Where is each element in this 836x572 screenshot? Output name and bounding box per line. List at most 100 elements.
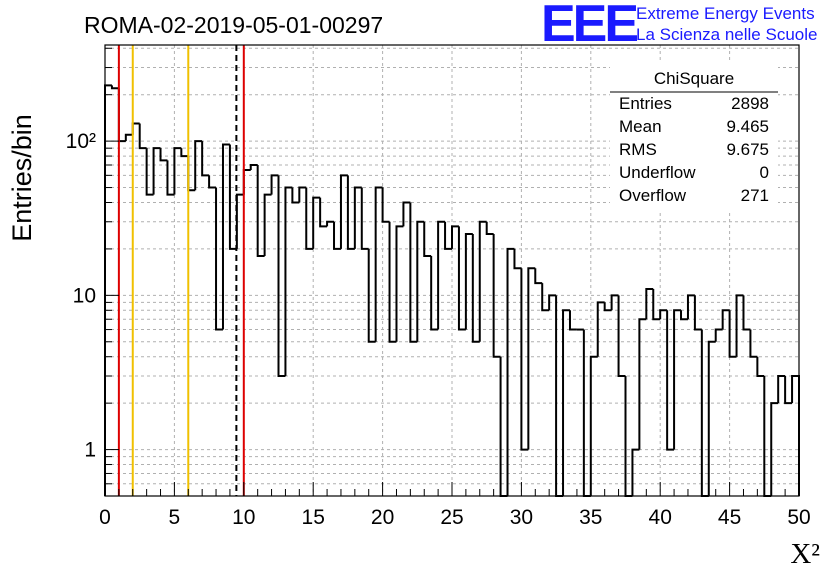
reference-lines (117, 45, 245, 496)
histogram-bin (298, 186, 307, 203)
histogram-bin (249, 164, 258, 170)
histogram-bin (464, 232, 473, 330)
x-tick-label: 50 (787, 506, 810, 529)
histogram-bin (451, 225, 459, 249)
x-tick-label: 35 (579, 506, 602, 529)
histogram-bin (659, 309, 668, 320)
histogram-bin (707, 340, 716, 496)
x-tick-label: 40 (649, 506, 672, 529)
y-tick-label: 1 (84, 439, 96, 462)
stats-label-overflow: Overflow (619, 186, 687, 205)
x-tick-label: 30 (510, 506, 533, 529)
histogram-bin (339, 174, 348, 249)
histogram-bin (770, 402, 779, 496)
histogram-bin (104, 84, 112, 496)
histogram-bin (728, 310, 737, 358)
histogram-bin (610, 294, 619, 311)
histogram-bin (312, 196, 321, 249)
histogram-bin (395, 225, 404, 342)
histogram-bin (742, 295, 751, 331)
histogram-bin (499, 356, 508, 497)
histogram-bin (367, 248, 376, 343)
histogram-bin (568, 310, 577, 331)
histogram-bin (409, 202, 418, 343)
histogram-bin (333, 221, 341, 250)
histogram-bin (700, 329, 709, 497)
histogram-bin (777, 374, 786, 404)
histogram-bin (194, 140, 203, 191)
histogram-bin (548, 294, 557, 311)
histogram-bin (520, 268, 529, 451)
histogram-bin (714, 328, 723, 342)
histogram-bin (624, 375, 633, 497)
histogram-bin (555, 295, 564, 497)
histogram-bin (402, 201, 411, 227)
histogram-bin (353, 186, 362, 249)
histogram-bin (263, 193, 272, 256)
y-axis-title: Entries/bin (7, 114, 37, 242)
stats-label-rms: RMS (619, 140, 657, 159)
stats-label-underflow: Underflow (619, 163, 696, 182)
histogram-bin (506, 247, 515, 496)
histogram-bin (173, 147, 182, 195)
histogram-bin (749, 329, 758, 358)
histogram-bin (215, 187, 223, 331)
histogram-bin (152, 147, 161, 195)
x-tick-label: 5 (169, 506, 181, 529)
logo-line-2: La Scienza nelle Scuole (636, 25, 817, 44)
axis-ticks (104, 47, 800, 496)
stats-box: ChiSquare Entries 2898 Mean 9.465 RMS 9.… (610, 62, 778, 212)
histogram-bin (117, 88, 126, 143)
y-tick-label: 10² (66, 130, 96, 153)
histogram-bin (492, 233, 501, 358)
histogram-bin (277, 175, 286, 377)
histogram-bin (221, 143, 230, 330)
histogram-bin (784, 375, 793, 405)
stats-value-underflow: 0 (760, 163, 769, 182)
histogram-bin (416, 220, 425, 342)
stats-value-rms: 9.675 (726, 140, 769, 159)
histogram-bin (485, 221, 494, 235)
histogram-bin (693, 295, 702, 331)
histogram-bin (284, 186, 293, 376)
histogram-bin (208, 175, 217, 189)
histogram-bin (360, 187, 369, 250)
histogram-bin (166, 160, 175, 196)
histogram-bin (124, 133, 133, 142)
histogram-bin (138, 123, 147, 150)
stats-value-overflow: 271 (741, 186, 769, 205)
histogram-bin (686, 294, 695, 320)
histogram-bin (256, 165, 265, 257)
histogram-bin (791, 374, 800, 496)
axis-tick-labels: 0 5 10 15 20 25 30 35 40 45 50 1 10 10² (66, 130, 811, 529)
histogram-bin (735, 294, 744, 357)
histogram-bin (645, 287, 654, 320)
x-axis-title: X² (790, 538, 820, 570)
histogram-bin (541, 283, 550, 312)
histogram-bin (291, 187, 300, 204)
x-tick-label: 10 (232, 506, 255, 529)
histogram-bin (721, 309, 730, 330)
histogram-bin (270, 174, 279, 195)
histogram-bin (478, 220, 487, 342)
stats-label-entries: Entries (619, 94, 672, 113)
histogram-bin (457, 226, 466, 331)
histogram-bin (346, 175, 355, 250)
stats-box-background (610, 62, 778, 212)
histogram-bin (444, 221, 452, 250)
x-tick-label: 15 (302, 506, 325, 529)
histogram-bin (617, 295, 626, 377)
histogram-bin (603, 302, 612, 312)
x-tick-label: 20 (371, 506, 394, 529)
histogram-bin (652, 288, 661, 321)
histogram-bin (680, 310, 688, 321)
histogram-bin (326, 220, 335, 227)
histogram-bin (666, 310, 675, 451)
histogram-bin (187, 156, 196, 192)
histogram-bin (589, 355, 598, 496)
histogram-bin (242, 168, 251, 195)
histogram-bin (534, 268, 543, 285)
histogram-bin (631, 448, 640, 496)
stats-value-entries: 2898 (731, 94, 769, 113)
